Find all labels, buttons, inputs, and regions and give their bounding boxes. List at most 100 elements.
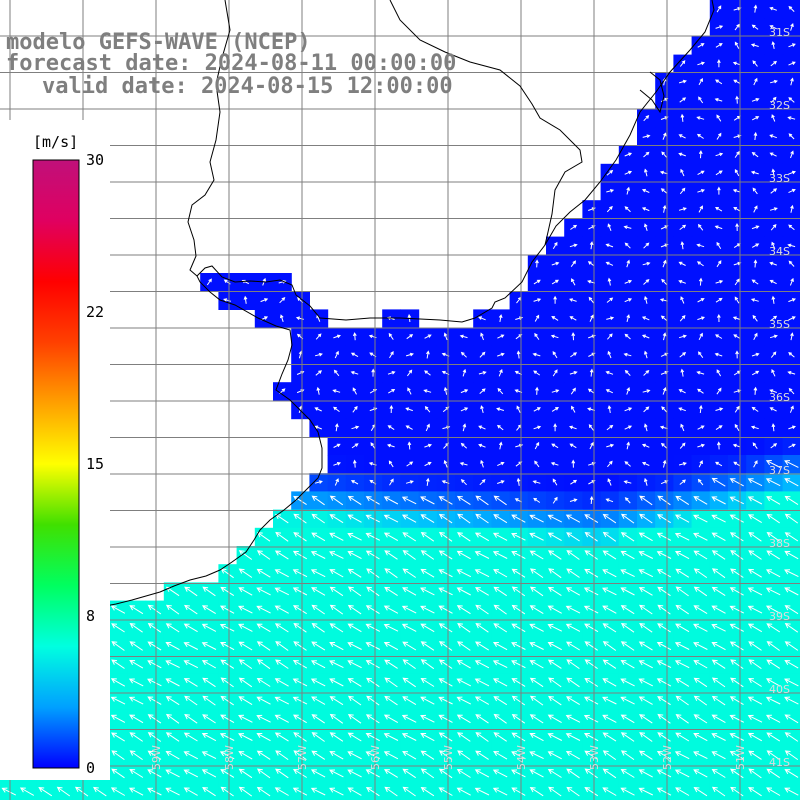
wind-arrow — [642, 389, 651, 393]
wind-arrow — [784, 478, 799, 487]
wind-arrow — [751, 352, 760, 357]
wind-arrow — [602, 641, 617, 651]
wind-arrow — [656, 532, 672, 541]
wind-arrow — [770, 188, 778, 194]
wind-arrow — [584, 568, 599, 578]
wind-arrow — [370, 442, 376, 450]
wind-arrow — [770, 443, 778, 449]
wind-arrow — [529, 714, 544, 724]
wind-arrow — [293, 605, 307, 615]
wind-arrow — [383, 532, 399, 542]
wind-arrow — [147, 623, 162, 633]
wind-arrow — [679, 479, 686, 485]
wind-arrow — [111, 750, 125, 761]
wind-arrow — [475, 495, 489, 506]
wind-arrow — [129, 768, 144, 778]
wind-arrow — [492, 532, 508, 541]
wind-arrow — [569, 316, 577, 321]
wind-arrow — [424, 370, 431, 376]
latitude-label: 40S — [769, 683, 790, 696]
wind-arrow — [662, 459, 667, 468]
wind-arrow — [443, 332, 448, 341]
wind-arrow — [697, 388, 704, 394]
wind-arrow — [402, 641, 417, 651]
wind-arrow — [589, 241, 594, 250]
wind-arrow — [365, 605, 380, 615]
wind-arrow — [784, 532, 799, 542]
wind-arrow — [295, 316, 304, 321]
wind-arrow — [643, 242, 650, 249]
wind-arrow — [751, 406, 759, 412]
wind-arrow — [716, 241, 722, 249]
wind-arrow — [329, 514, 344, 524]
wind-arrow — [639, 732, 653, 742]
wind-arrow — [674, 514, 690, 523]
wind-arrow — [365, 514, 381, 523]
wind-arrow — [292, 787, 308, 796]
wind-arrow — [715, 152, 724, 157]
wind-arrow — [641, 188, 650, 193]
wind-arrow — [747, 623, 763, 633]
wind-arrow — [656, 678, 672, 687]
wind-arrow — [678, 79, 687, 84]
wind-arrow — [314, 352, 323, 357]
wind-arrow — [387, 371, 396, 375]
wind-arrow — [784, 732, 799, 742]
wind-arrow — [347, 751, 362, 760]
wind-arrow — [729, 641, 744, 651]
wind-arrow — [438, 659, 453, 669]
wind-arrow — [675, 586, 689, 597]
colorbar-tick-15: 15 — [86, 455, 105, 473]
wind-arrow — [547, 532, 562, 542]
longitude-label: 54W — [515, 745, 528, 770]
wind-arrow — [716, 441, 721, 450]
wind-arrow — [493, 732, 507, 742]
wind-arrow — [493, 495, 507, 506]
wind-arrow — [220, 586, 235, 597]
wind-arrow — [352, 332, 357, 341]
wind-arrow — [698, 404, 703, 414]
wind-arrow — [405, 480, 414, 484]
wind-arrow — [551, 261, 560, 266]
wind-arrow — [715, 206, 723, 212]
wind-arrow — [732, 61, 741, 66]
longitude-label: 57W — [296, 745, 309, 770]
wind-arrow — [274, 714, 289, 723]
wind-arrow — [656, 551, 672, 559]
wind-arrow — [238, 677, 253, 688]
wind-arrow — [766, 768, 780, 779]
wind-arrow — [566, 786, 580, 797]
wind-arrow — [438, 513, 453, 524]
wind-arrow — [716, 260, 722, 268]
wind-arrow — [347, 568, 362, 578]
latitude-label: 35S — [769, 318, 790, 331]
wind-arrow — [788, 316, 796, 321]
wind-arrow — [383, 733, 399, 741]
wind-arrow — [333, 406, 340, 412]
wind-arrow — [347, 769, 362, 778]
wind-arrow — [201, 642, 217, 650]
wind-arrow — [730, 768, 744, 779]
wind-arrow — [147, 678, 162, 687]
wind-arrow — [329, 750, 344, 760]
wind-arrow — [569, 425, 577, 430]
wind-arrow — [202, 787, 216, 797]
wind-arrow — [602, 732, 617, 742]
wind-arrow — [675, 678, 690, 687]
wind-arrow — [644, 223, 648, 231]
wind-arrow — [565, 587, 581, 596]
wind-arrow — [790, 77, 794, 86]
wind-arrow — [219, 733, 235, 741]
wind-arrow — [784, 659, 799, 669]
wind-arrow — [733, 334, 741, 339]
wind-arrow — [256, 750, 271, 760]
wind-arrow — [516, 350, 521, 359]
wind-arrow — [314, 407, 322, 412]
wind-arrow — [607, 223, 612, 231]
wind-arrow — [365, 532, 381, 541]
wind-arrow — [238, 733, 253, 741]
wind-arrow — [311, 532, 326, 542]
wind-arrow — [183, 769, 199, 778]
wind-arrow — [474, 532, 490, 542]
wind-arrow — [110, 696, 126, 705]
